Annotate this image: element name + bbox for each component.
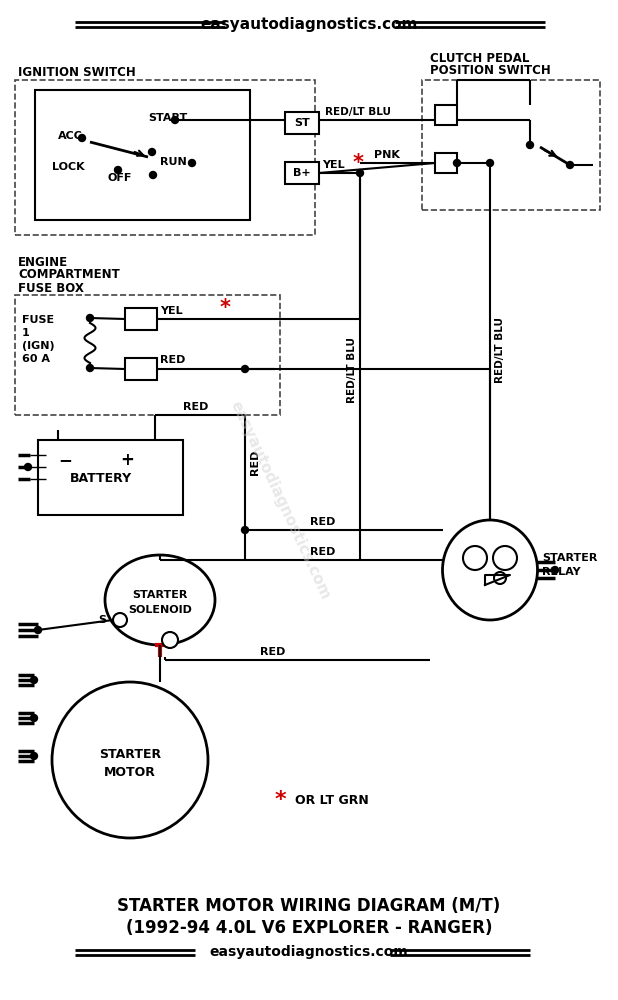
Bar [35,90,250,220]
Text: +: + [120,451,134,469]
Text: LOCK: LOCK [52,162,85,172]
Bar [422,80,600,210]
Text: −: − [58,451,72,469]
Text: RELAY: RELAY [542,567,581,577]
Circle shape [78,134,85,141]
Text: RED: RED [310,517,336,527]
Text: *: * [353,153,364,173]
Text: POSITION SWITCH: POSITION SWITCH [430,64,551,77]
Circle shape [188,159,195,166]
Circle shape [162,632,178,648]
Text: RED/LT BLU: RED/LT BLU [495,317,505,383]
Text: B+: B+ [293,168,311,178]
Bar [125,308,157,330]
Bar [285,112,319,134]
Text: ST: ST [294,118,310,128]
Text: OR LT GRN: OR LT GRN [295,794,369,806]
Circle shape [242,365,248,372]
Circle shape [567,161,574,168]
Text: RED: RED [183,402,208,412]
Text: START: START [148,113,187,123]
Text: COMPARTMENT: COMPARTMENT [18,268,120,282]
Text: RED: RED [160,355,185,365]
Circle shape [114,166,122,174]
Circle shape [87,314,93,322]
Circle shape [30,676,38,684]
Bar [15,295,280,415]
Text: CLUTCH PEDAL: CLUTCH PEDAL [430,51,530,64]
Circle shape [148,148,156,155]
Circle shape [87,364,93,371]
Bar [285,162,319,184]
Text: RED: RED [250,449,260,475]
Text: FUSE BOX: FUSE BOX [18,282,84,294]
Text: *: * [220,298,231,318]
Bar [435,153,457,173]
Circle shape [357,169,363,176]
Text: easyautodiagnostics.com: easyautodiagnostics.com [227,398,332,602]
Circle shape [30,714,38,722]
Bar [435,105,457,125]
Text: easyautodiagnostics.com: easyautodiagnostics.com [200,16,418,31]
Text: YEL: YEL [322,160,345,170]
Circle shape [486,159,494,166]
Circle shape [551,566,559,574]
Circle shape [150,172,156,178]
Text: SOLENOID: SOLENOID [128,605,192,615]
Circle shape [25,464,32,471]
Text: easyautodiagnostics.com: easyautodiagnostics.com [210,945,408,959]
Text: 1: 1 [22,328,30,338]
Text: YEL: YEL [160,306,183,316]
Text: 60 A: 60 A [22,354,50,364]
Text: S: S [98,615,106,625]
Text: RED: RED [260,647,286,657]
Text: (1992-94 4.0L V6 EXPLORER - RANGER): (1992-94 4.0L V6 EXPLORER - RANGER) [125,919,493,937]
Text: OFF: OFF [107,173,132,183]
Text: IGNITION SWITCH: IGNITION SWITCH [18,66,136,79]
Text: PNK: PNK [374,150,400,160]
Circle shape [113,613,127,627]
Text: STARTER: STARTER [99,748,161,762]
Text: RED/LT BLU: RED/LT BLU [325,107,391,117]
Text: STARTER: STARTER [132,590,188,600]
Bar [15,80,315,235]
Circle shape [30,752,38,760]
Circle shape [454,159,460,166]
Text: STARTER MOTOR WIRING DIAGRAM (M/T): STARTER MOTOR WIRING DIAGRAM (M/T) [117,897,501,915]
Text: MOTOR: MOTOR [104,766,156,778]
Text: RED: RED [310,547,336,557]
Text: RED/LT BLU: RED/LT BLU [347,337,357,403]
Circle shape [527,141,533,148]
Text: ACC: ACC [58,131,83,141]
Text: STARTER: STARTER [542,553,598,563]
Text: (IGN): (IGN) [22,341,54,351]
Text: ENGINE: ENGINE [18,255,68,268]
Text: RUN: RUN [160,157,187,167]
Bar [38,440,183,515]
Circle shape [242,526,248,534]
Text: FUSE: FUSE [22,315,54,325]
Circle shape [172,116,179,123]
Bar [125,358,157,380]
Circle shape [35,626,41,634]
Text: *: * [275,790,287,810]
Text: BATTERY: BATTERY [70,472,132,485]
